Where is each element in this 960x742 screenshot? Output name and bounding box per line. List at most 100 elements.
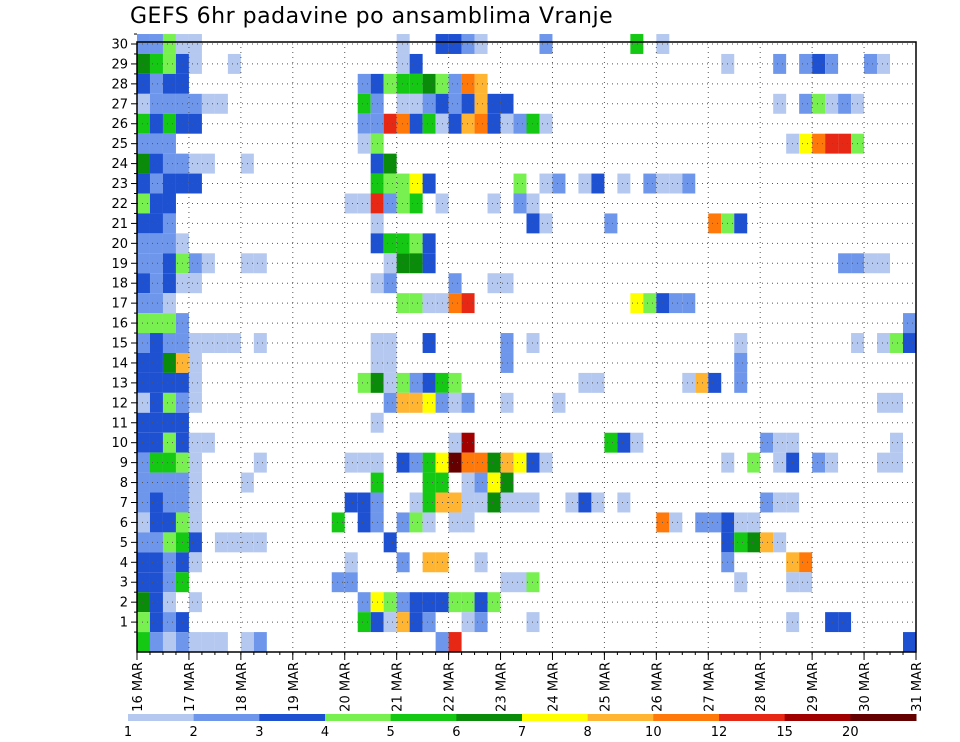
heatmap-cell [162, 392, 176, 413]
heatmap-cell [149, 273, 163, 294]
x-tick-label: 24 MAR [546, 662, 561, 712]
y-tick-label: 20 [111, 237, 128, 252]
heatmap-cell [383, 273, 397, 294]
heatmap-cell [461, 293, 475, 314]
heatmap-cell [357, 452, 371, 473]
heatmap-cell [799, 53, 813, 74]
heatmap-cell [149, 632, 163, 652]
heatmap-cell [448, 34, 462, 54]
heatmap-cell [149, 293, 163, 314]
heatmap-cell [461, 432, 475, 453]
heatmap-cell [513, 452, 527, 473]
heatmap-cell [461, 612, 475, 633]
colorbar-swatch [587, 714, 654, 721]
heatmap-cell [188, 452, 202, 473]
heatmap-cell [188, 632, 202, 652]
heatmap-cell [396, 452, 410, 473]
heatmap-cell [734, 512, 748, 533]
heatmap-cell [162, 452, 176, 473]
heatmap-cell [162, 472, 176, 493]
colorbar-swatch [522, 714, 589, 721]
heatmap-cell [188, 93, 202, 114]
heatmap-cell [240, 632, 254, 652]
heatmap-cell [137, 333, 150, 353]
heatmap-cell [201, 253, 215, 274]
heatmap-cell [513, 113, 527, 134]
heatmap-cell [188, 34, 202, 54]
y-tick-label: 16 [111, 317, 128, 332]
heatmap-cell [357, 592, 371, 613]
heatmap-cell [137, 632, 150, 652]
heatmap-cell [188, 352, 202, 373]
heatmap-cell [461, 34, 475, 54]
heatmap-cell [409, 612, 423, 633]
colorbar-label: 2 [190, 725, 198, 740]
heatmap-cell [409, 253, 423, 274]
heatmap-cell [137, 492, 150, 513]
heatmap-cell [149, 253, 163, 274]
heatmap-cell [461, 592, 475, 613]
heatmap-cell [149, 213, 163, 234]
heatmap-cell [253, 452, 267, 473]
heatmap-cell [137, 213, 150, 234]
heatmap-cell [162, 253, 176, 274]
y-tick-label: 15 [111, 337, 128, 352]
heatmap-cell [188, 173, 202, 194]
heatmap-cell [214, 632, 228, 652]
heatmap-cell [448, 273, 462, 294]
heatmap-cell [253, 333, 267, 353]
heatmap-cell [812, 53, 826, 74]
heatmap-cell [396, 293, 410, 314]
y-tick-label: 29 [111, 57, 128, 72]
colorbar-label: 12 [711, 725, 728, 740]
heatmap-cell [760, 532, 774, 553]
heatmap-cell [773, 53, 787, 74]
heatmap-cell [695, 512, 709, 533]
heatmap-cell [409, 492, 423, 513]
heatmap-cell [149, 133, 163, 154]
heatmap-cell [162, 313, 176, 334]
heatmap-cell [162, 233, 176, 254]
heatmap-cell [734, 352, 748, 373]
heatmap-cell [409, 93, 423, 114]
heatmap-cell [162, 133, 176, 154]
heatmap-cell [877, 392, 891, 413]
heatmap-cell [409, 512, 423, 533]
heatmap-cell [188, 113, 202, 134]
x-tick-label: 31 MAR [910, 662, 925, 712]
heatmap-cell [422, 173, 436, 194]
heatmap-cell [422, 113, 436, 134]
chart-title: GEFS 6hr padavine po ansamblima Vranje [130, 4, 614, 29]
heatmap-cell [448, 512, 462, 533]
heatmap-cell [708, 213, 722, 234]
heatmap-cell [578, 492, 592, 513]
heatmap-cell [137, 372, 150, 393]
heatmap-cell [253, 632, 267, 652]
heatmap-cell [149, 93, 163, 114]
heatmap-cells [137, 34, 916, 652]
heatmap-cell [422, 73, 436, 94]
y-tick-label: 23 [111, 177, 128, 192]
y-tick-label: 26 [111, 117, 128, 132]
heatmap-cell [825, 93, 839, 114]
heatmap-cell [383, 333, 397, 353]
heatmap-cell [396, 73, 410, 94]
x-tick-label: 18 MAR [235, 662, 250, 712]
heatmap-cell [461, 512, 475, 533]
heatmap-cell [448, 73, 462, 94]
heatmap-cell [890, 452, 904, 473]
y-tick-label: 9 [120, 456, 128, 471]
heatmap-cell [448, 293, 462, 314]
heatmap-cell [682, 372, 696, 393]
colorbar-label: 20 [842, 725, 859, 740]
heatmap-cell [487, 193, 501, 214]
heatmap-cell [383, 392, 397, 413]
y-tick-label: 2 [120, 596, 128, 611]
heatmap-cell [825, 133, 839, 154]
heatmap-cell [760, 492, 774, 513]
heatmap-cell [162, 632, 176, 652]
heatmap-cell [643, 293, 657, 314]
heatmap-cell [188, 253, 202, 274]
heatmap-cell [448, 432, 462, 453]
